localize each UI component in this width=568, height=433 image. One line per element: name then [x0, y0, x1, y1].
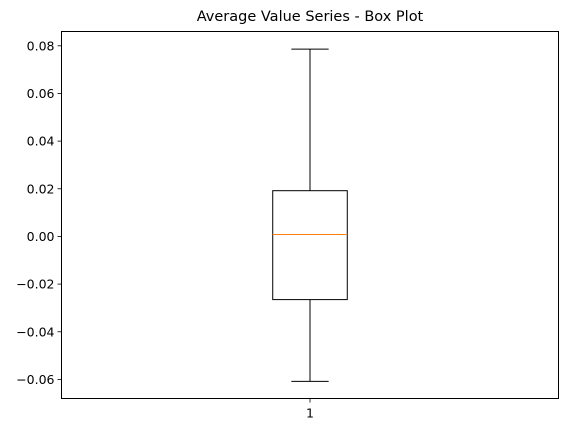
box-iqr: [272, 190, 348, 301]
y-tick-label: 0.02: [27, 181, 55, 196]
chart-title: Average Value Series - Box Plot: [197, 9, 424, 25]
y-tick-label: 0.04: [27, 134, 55, 149]
plot-frame: [61, 31, 559, 399]
y-tick-label: 0.06: [27, 86, 55, 101]
y-tick-label: −0.06: [16, 372, 54, 387]
y-tick-label: −0.02: [16, 277, 54, 292]
plot-area: [272, 48, 348, 382]
x-tick-label: 1: [306, 406, 314, 421]
y-tick-label: 0.08: [27, 38, 55, 53]
y-axis-ticks: −0.06 −0.04 −0.02 0.00 0.02 0.04 0.06 0.08: [16, 38, 62, 387]
y-tick-label: −0.04: [16, 324, 54, 339]
y-tick-label: 0.00: [27, 229, 55, 244]
x-axis-ticks: 1: [306, 398, 314, 421]
